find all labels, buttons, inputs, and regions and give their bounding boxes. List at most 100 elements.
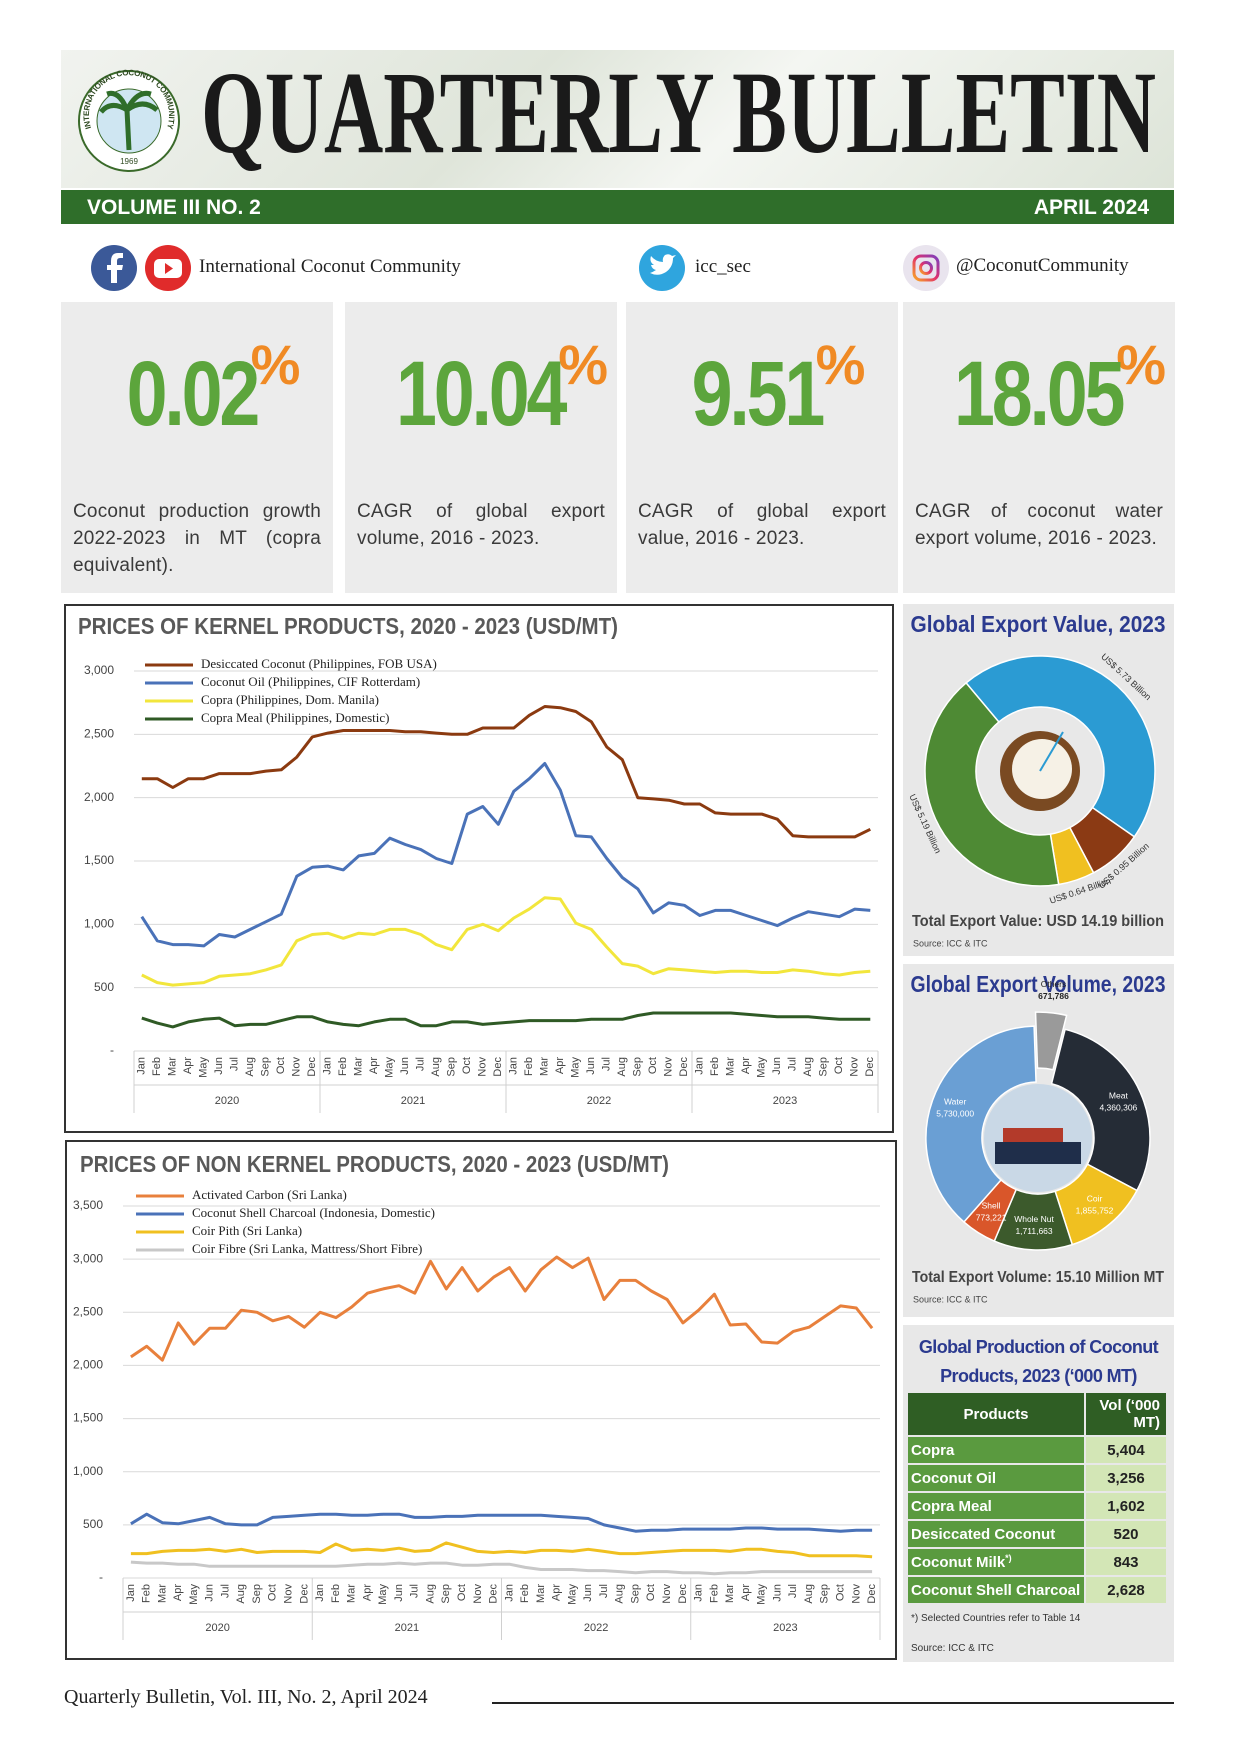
x-tick-label: Oct: [833, 1057, 845, 1074]
product-name: Coconut Shell Charcoal: [911, 1581, 1081, 1599]
table-row: Coconut Oil 3,256: [908, 1465, 1166, 1491]
y-tick-label: 500: [83, 1517, 103, 1531]
x-tick-label: Sep: [260, 1057, 272, 1077]
stat-label: CAGR of global export volume, 2016 - 202…: [357, 501, 605, 549]
slice-name: Meat: [1109, 1090, 1129, 1100]
x-tick-label: May: [377, 1584, 389, 1605]
x-tick-label: May: [384, 1057, 396, 1078]
x-tick-label: Dec: [677, 1584, 689, 1604]
slice-name: Shell: [982, 1201, 1001, 1211]
x-tick-label: Sep: [251, 1584, 263, 1604]
volume-cell: 843: [1086, 1549, 1166, 1575]
slice-value: 773,221: [976, 1213, 1007, 1223]
x-tick-label: Jul: [229, 1057, 241, 1071]
x-tick-label: Aug: [430, 1057, 442, 1077]
y-tick-label: 2,500: [73, 1304, 103, 1318]
stat-unit: %: [1116, 333, 1167, 396]
footer-text: Quarterly Bulletin, Vol. III, No. 2, Apr…: [64, 1686, 428, 1708]
x-tick-label: Nov: [472, 1584, 484, 1604]
series-line: [141, 896, 871, 987]
x-tick-label: Dec: [678, 1057, 690, 1077]
youtube-play: [165, 263, 173, 274]
stat-figure: 18.05%: [903, 333, 1175, 447]
instagram-icon-box: [903, 245, 949, 291]
x-tick-label: Dec: [488, 1584, 500, 1604]
x-tick-label: Aug: [616, 1057, 628, 1077]
nonkernel-chart-box: PRICES OF NON KERNEL PRODUCTS, 2020 - 20…: [65, 1140, 897, 1660]
product-cell: Copra: [908, 1437, 1084, 1463]
x-tick-label: Mar: [167, 1057, 179, 1076]
x-tick-label: Dec: [298, 1584, 310, 1604]
slice-value: 1,855,752: [1076, 1206, 1114, 1216]
twitter-icon-box: [639, 245, 685, 291]
x-tick-label: Mar: [725, 1057, 737, 1076]
slice-value: 671,786: [1038, 991, 1069, 1001]
donut-slice: [965, 655, 1156, 838]
x-tick-label: Jul: [598, 1584, 610, 1598]
slice-value: 1,711,663: [1015, 1226, 1052, 1236]
y-tick-label: -: [110, 1043, 114, 1057]
facebook-handle: International Coconut Community: [199, 256, 461, 277]
x-tick-label: Nov: [291, 1057, 303, 1077]
y-tick-label: 500: [94, 980, 114, 994]
stat-figure: 0.02%: [61, 333, 333, 447]
x-tick-label: Aug: [802, 1057, 814, 1077]
x-tick-label: May: [198, 1057, 210, 1078]
ship-deck: [1003, 1128, 1063, 1142]
table-header-row: Products Vol (‘000 MT): [908, 1393, 1166, 1435]
facebook-glyph: [107, 253, 123, 283]
x-tick-label: May: [570, 1057, 582, 1078]
table-row: Desiccated Coconut 520: [908, 1521, 1166, 1547]
series-line: [130, 1255, 874, 1362]
bulletin-title: QUARTERLY BULLETIN: [201, 50, 1156, 178]
stat-card: 9.51% CAGR of global export value, 2016 -…: [626, 302, 898, 593]
stat-value: 9.51: [691, 343, 825, 445]
y-tick-label: 1,500: [73, 1411, 103, 1425]
issue-date: APRIL 2024: [1033, 196, 1149, 219]
series-line: [141, 705, 871, 839]
export-value-panel: Global Export Value, 2023 US$ 5.73 Billio…: [903, 604, 1174, 956]
x-tick-label: May: [756, 1057, 768, 1078]
year-label: 2021: [395, 1622, 419, 1634]
x-tick-label: Feb: [709, 1057, 721, 1076]
source-label: Source: ICC & ITC: [913, 938, 988, 948]
pointer: [1039, 731, 1064, 772]
x-tick-label: May: [566, 1584, 578, 1605]
x-tick-label: Oct: [456, 1584, 468, 1601]
x-tick-label: Mar: [724, 1584, 736, 1603]
product-cell: Coconut Oil: [908, 1465, 1084, 1491]
x-tick-label: Sep: [440, 1584, 452, 1604]
stat-label: CAGR of global export value, 2016 - 2023…: [638, 501, 886, 549]
product-name: Coconut Milk: [911, 1554, 1006, 1571]
x-tick-label: Sep: [629, 1584, 641, 1604]
x-tick-label: Jan: [693, 1584, 705, 1602]
header: INTERNATIONAL COCONUT COMMUNITY 1969 QUA…: [61, 47, 1174, 188]
product-name: Copra Meal: [911, 1497, 992, 1515]
x-tick-label: Nov: [661, 1584, 673, 1604]
volume-cell: 1,602: [1086, 1493, 1166, 1519]
year-label: 2020: [215, 1095, 239, 1107]
donut-slice: [1050, 1028, 1151, 1192]
production-panel: Global Production of Coconut Products, 2…: [903, 1325, 1174, 1662]
instagram-frame: [912, 254, 940, 282]
x-tick-label: Jun: [585, 1057, 597, 1075]
x-tick-label: May: [756, 1584, 768, 1605]
logo-palm: [99, 90, 159, 151]
year-label: 2022: [584, 1622, 608, 1634]
x-tick-label: Aug: [244, 1057, 256, 1077]
slice-name: Coir: [1087, 1194, 1103, 1204]
icons-fb-yt: [91, 245, 191, 291]
y-tick-label: 3,000: [73, 1251, 103, 1265]
x-tick-label: Sep: [819, 1584, 831, 1604]
x-tick-label: Jun: [771, 1057, 783, 1075]
x-tick-label: Mar: [353, 1057, 365, 1076]
donut-slice: [1034, 1011, 1068, 1071]
x-tick-label: Jun: [213, 1057, 225, 1075]
product-name: Copra: [911, 1441, 955, 1459]
x-tick-label: Oct: [461, 1057, 473, 1074]
legend-label: Copra (Philippines, Dom. Manila): [201, 692, 379, 707]
stat-value: 0.02: [126, 343, 260, 445]
footer-rule: [492, 1702, 1174, 1704]
chart-title: Global Export Volume, 2023: [911, 971, 1166, 997]
x-tick-label: Nov: [477, 1057, 489, 1077]
